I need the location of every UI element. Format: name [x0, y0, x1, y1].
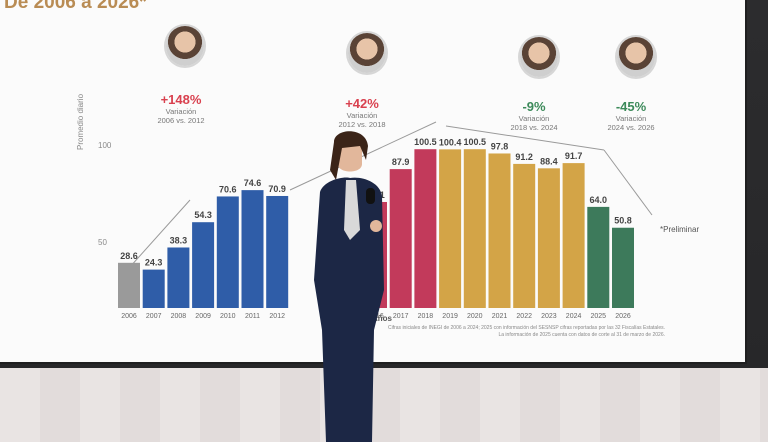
x-tick-2006: 2006: [121, 313, 137, 320]
portrait-3-icon: [520, 37, 558, 77]
value-label-2017: 87.9: [392, 157, 410, 167]
value-label-2010: 70.6: [219, 184, 237, 194]
preliminary-note: *Preliminar: [660, 225, 700, 234]
value-label-2026: 50.8: [614, 216, 632, 226]
y-tick-50: 50: [98, 238, 107, 247]
bar-2009: [192, 222, 215, 308]
x-tick-2011: 2011: [245, 313, 260, 320]
bar-2019: [439, 149, 462, 308]
x-tick-2022: 2022: [516, 313, 532, 320]
bar-2011: [241, 190, 264, 308]
portrait-4-icon: [617, 37, 655, 77]
x-tick-2009: 2009: [195, 313, 211, 320]
variation-2: +42% Variación 2012 vs. 2018: [317, 96, 407, 129]
value-label-2025: 64.0: [590, 195, 608, 205]
variation-1-compare: 2006 vs. 2012: [157, 116, 205, 125]
x-tick-2012: 2012: [269, 313, 285, 320]
value-label-2023: 88.4: [540, 156, 558, 166]
value-label-2009: 54.3: [194, 210, 212, 220]
portrait-1-icon: [166, 26, 204, 66]
variation-3-label: Variación: [518, 114, 550, 123]
bar-2020: [463, 149, 486, 308]
bar-2012: [266, 195, 289, 308]
source-line-1: Cifras iniciales de INEGI de 2006 a 2024…: [388, 325, 665, 331]
value-label-2019: 100.4: [439, 137, 462, 147]
bar-2017: [389, 169, 412, 308]
bar-2008: [167, 247, 190, 308]
x-tick-2018: 2018: [418, 313, 434, 320]
variation-1: +148% Variación 2006 vs. 2012: [136, 92, 226, 125]
variation-4-label: Variación: [615, 114, 647, 123]
value-label-2012: 70.9: [268, 184, 286, 194]
variation-2-pct: +42%: [345, 96, 379, 111]
x-tick-2025: 2025: [591, 313, 607, 320]
x-tick-2021: 2021: [492, 313, 508, 320]
value-label-2007: 24.3: [145, 258, 163, 268]
x-tick-2024: 2024: [566, 313, 582, 320]
bar-2022: [513, 163, 536, 308]
value-label-2024: 91.7: [565, 151, 583, 161]
bar-2023: [537, 168, 560, 308]
bar-2018: [414, 149, 437, 308]
x-tick-2019: 2019: [442, 313, 458, 320]
variation-2-compare: 2012 vs. 2018: [338, 120, 386, 129]
trend-line-down-2: [603, 149, 653, 216]
value-label-2018: 100.5: [414, 137, 437, 147]
trend-line-up-1: [128, 199, 191, 269]
variation-4-pct: -45%: [615, 99, 647, 114]
value-label-2020: 100.5: [464, 137, 487, 147]
variation-1-pct: +148%: [160, 92, 202, 107]
bar-2006: [118, 262, 140, 308]
x-tick-2026: 2026: [615, 313, 631, 320]
portrait-2-icon: [348, 33, 386, 73]
source-line-2: La información de 2025 cuenta con datos …: [498, 332, 665, 338]
x-tick-2020: 2020: [467, 313, 483, 320]
value-label-2011: 74.6: [244, 178, 262, 188]
stage-floor: [0, 368, 768, 442]
x-tick-2007: 2007: [146, 313, 162, 320]
x-tick-2010: 2010: [220, 313, 236, 320]
variation-3: -9% Variación 2018 vs. 2024: [489, 99, 579, 132]
variation-3-compare: 2018 vs. 2024: [510, 123, 558, 132]
chart-title: De 2006 a 2026*: [4, 0, 147, 13]
bar-2026: [612, 227, 634, 308]
x-axis-label: Años: [372, 314, 392, 323]
y-tick-100: 100: [98, 141, 112, 150]
value-label-2008: 38.3: [170, 235, 188, 245]
source-note: Cifras iniciales de INEGI de 2006 a 2024…: [375, 325, 665, 339]
bar-2025: [587, 206, 610, 308]
value-label-2021: 97.8: [491, 141, 509, 151]
trend-line-up-2: [289, 121, 437, 191]
bar-2010: [216, 196, 239, 308]
variation-4-compare: 2024 vs. 2026: [607, 123, 655, 132]
bar-2024: [562, 163, 585, 308]
bar-2021: [488, 153, 511, 308]
bar-2007: [142, 269, 165, 308]
value-label-2022: 91.2: [515, 152, 533, 162]
variation-1-label: Variación: [165, 107, 197, 116]
variation-3-pct: -9%: [522, 99, 546, 114]
x-tick-2017: 2017: [393, 313, 409, 320]
value-label-2006: 28.6: [120, 251, 138, 261]
presenter-figure: [314, 131, 384, 442]
variation-2-label: Variación: [346, 111, 378, 120]
x-tick-2023: 2023: [541, 313, 557, 320]
x-tick-2008: 2008: [171, 313, 187, 320]
variation-4: -45% Variación 2024 vs. 2026: [586, 99, 676, 132]
trend-line-down-1: [445, 125, 605, 151]
